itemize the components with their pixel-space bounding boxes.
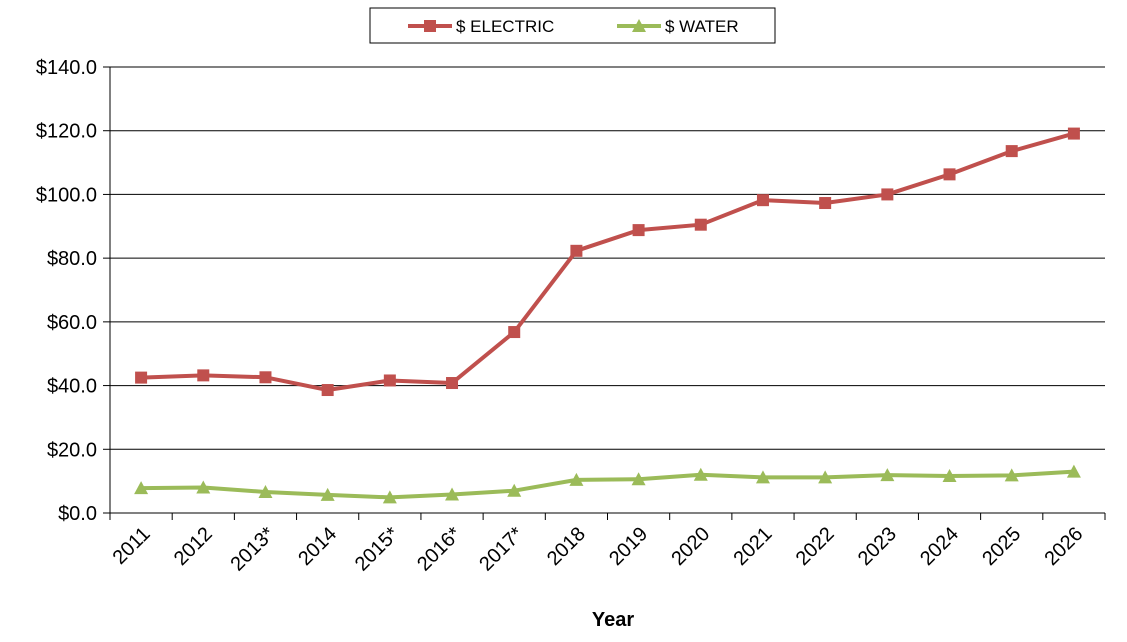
x-tick-label: 2021	[729, 523, 776, 570]
x-tick-label: 2015*	[351, 523, 404, 576]
data-point	[259, 371, 272, 384]
data-point	[631, 472, 646, 486]
data-point	[694, 218, 707, 231]
data-point	[1005, 145, 1018, 158]
legend: $ ELECTRIC $ WATER	[369, 7, 776, 44]
data-point	[693, 467, 708, 481]
data-point	[134, 481, 149, 495]
data-point	[1067, 127, 1080, 140]
series-line	[141, 131, 1075, 393]
y-tick-label: $120.0	[36, 121, 97, 143]
data-point	[383, 374, 396, 387]
y-tick-label: $60.0	[47, 312, 97, 334]
data-point	[569, 472, 584, 486]
x-tick-label: 2018	[543, 523, 590, 570]
legend-label: $ ELECTRIC	[456, 17, 554, 36]
x-tick-label: 2014	[294, 523, 341, 570]
y-tick-label: $40.0	[47, 376, 97, 398]
grid-lines	[110, 66, 1105, 450]
x-tick-label: 2012	[170, 523, 217, 570]
data-point	[632, 224, 645, 237]
x-tick-label: 2022	[792, 523, 839, 570]
data-point	[321, 384, 334, 397]
legend-marker	[632, 19, 646, 32]
data-point	[1066, 464, 1081, 478]
x-tick-label: 2025	[978, 523, 1025, 570]
y-tick-label: $20.0	[47, 439, 97, 461]
data-point	[819, 197, 832, 210]
x-tick-label: 2011	[109, 523, 155, 569]
data-point	[943, 168, 956, 181]
data-point	[507, 483, 522, 497]
x-tick-label: 2019	[605, 523, 652, 570]
data-point	[755, 470, 770, 484]
data-point	[881, 188, 894, 201]
data-point	[880, 468, 895, 482]
series-line	[141, 469, 1075, 500]
data-point	[1004, 468, 1019, 482]
series-water	[134, 464, 1081, 504]
x-tick-label: 2026	[1040, 523, 1087, 570]
data-point	[818, 470, 833, 484]
x-tick-label: 2024	[916, 523, 963, 570]
legend-label: $ WATER	[665, 17, 739, 36]
x-tick-label: 2020	[667, 523, 714, 570]
series-electric	[135, 127, 1080, 397]
data-point	[320, 487, 335, 501]
data-point	[445, 487, 460, 501]
x-tick-label: 2013*	[226, 523, 279, 576]
data-point	[508, 326, 521, 339]
axes: $0.0 $20.0 $40.0 $60.0 $80.0 $100.0 $120.0 $140…	[36, 57, 1106, 576]
data-point	[942, 469, 957, 483]
data-point	[196, 480, 211, 494]
x-tick-label: 2016*	[413, 523, 466, 576]
y-tick-label: $0.0	[58, 503, 97, 525]
data-point	[382, 490, 397, 504]
x-tick-label: 2023	[854, 523, 901, 570]
x-tick-label: 2017*	[475, 523, 528, 576]
data-point	[135, 371, 148, 384]
legend-marker	[424, 20, 436, 32]
data-point	[446, 377, 459, 390]
data-point	[570, 244, 583, 257]
series-group	[134, 127, 1081, 504]
x-axis-title: Year	[592, 609, 634, 631]
y-tick-label: $140.0	[36, 57, 97, 79]
data-point	[756, 194, 769, 207]
data-point	[258, 484, 273, 498]
y-tick-label: $100.0	[36, 184, 97, 206]
data-point	[197, 369, 210, 382]
y-tick-label: $80.0	[47, 248, 97, 270]
